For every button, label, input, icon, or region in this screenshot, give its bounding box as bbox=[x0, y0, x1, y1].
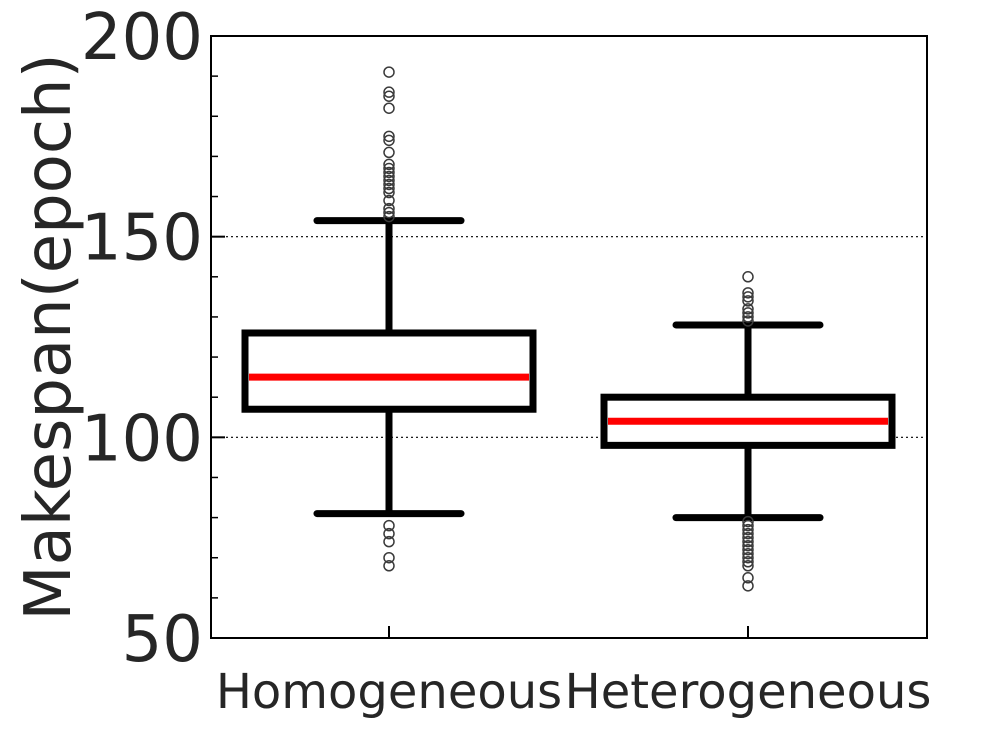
outlier-point bbox=[742, 311, 754, 323]
outlier-point bbox=[742, 271, 754, 283]
box-heterogeneous bbox=[600, 321, 896, 522]
outlier-point bbox=[383, 174, 395, 187]
outlier-point bbox=[742, 303, 754, 315]
outlier-point bbox=[383, 551, 395, 564]
outlier-point bbox=[383, 182, 395, 195]
outlier-point bbox=[383, 130, 395, 143]
outlier-point bbox=[383, 158, 395, 171]
plot-frame bbox=[210, 35, 928, 639]
outlier-point bbox=[742, 543, 754, 556]
outlier-point bbox=[383, 560, 395, 572]
outlier-point bbox=[383, 162, 395, 175]
outlier-point bbox=[742, 307, 754, 319]
outlier-point bbox=[742, 315, 754, 327]
outlier-point bbox=[383, 146, 395, 159]
outlier-point bbox=[742, 547, 754, 560]
y-tick-label: 50 bbox=[122, 603, 203, 677]
outlier-point bbox=[383, 90, 395, 102]
outlier-point bbox=[742, 531, 754, 544]
outlier-point bbox=[383, 170, 395, 183]
outlier-point bbox=[383, 519, 395, 532]
outlier-point bbox=[383, 194, 395, 207]
outlier-point bbox=[383, 210, 395, 223]
outlier-point bbox=[742, 523, 754, 536]
outlier-point bbox=[742, 287, 754, 299]
outlier-point bbox=[383, 86, 395, 98]
outlier-point bbox=[383, 134, 395, 147]
outlier-point bbox=[742, 572, 754, 584]
outlier-point bbox=[383, 166, 395, 179]
outlier-point bbox=[742, 295, 754, 307]
y-tick-label: 150 bbox=[81, 202, 203, 276]
outlier-point bbox=[383, 535, 395, 548]
axis-ticks bbox=[211, 35, 749, 639]
axis-tick-labels: 50 100 150 200 Homogeneous Heterogeneous bbox=[81, 1, 932, 720]
outlier-point bbox=[383, 527, 395, 540]
y-axis-title: Makespan(epoch) bbox=[12, 53, 86, 620]
outlier-point bbox=[742, 539, 754, 552]
outlier-point bbox=[383, 66, 395, 78]
outlier-point bbox=[742, 515, 754, 528]
y-tick-label: 200 bbox=[81, 1, 203, 75]
outlier-point bbox=[383, 178, 395, 191]
x-tick-label: Homogeneous bbox=[216, 664, 562, 720]
outlier-point bbox=[742, 560, 754, 572]
iqr-box bbox=[241, 329, 537, 413]
outlier-point bbox=[383, 206, 395, 219]
outlier-point bbox=[383, 186, 395, 199]
box-homogeneous bbox=[241, 217, 537, 518]
outlier-point bbox=[383, 102, 395, 114]
outlier-point bbox=[742, 551, 754, 564]
y-tick-label: 100 bbox=[81, 402, 203, 476]
outlier-point bbox=[742, 519, 754, 532]
outlier-point bbox=[742, 580, 754, 592]
outlier-point bbox=[742, 527, 754, 540]
outlier-point bbox=[742, 555, 754, 568]
outlier-point bbox=[383, 202, 395, 215]
outlier-points bbox=[383, 66, 754, 592]
outlier-point bbox=[742, 291, 754, 303]
box-series bbox=[241, 217, 896, 522]
x-tick-label: Heterogeneous bbox=[565, 664, 932, 720]
outlier-point bbox=[742, 535, 754, 548]
